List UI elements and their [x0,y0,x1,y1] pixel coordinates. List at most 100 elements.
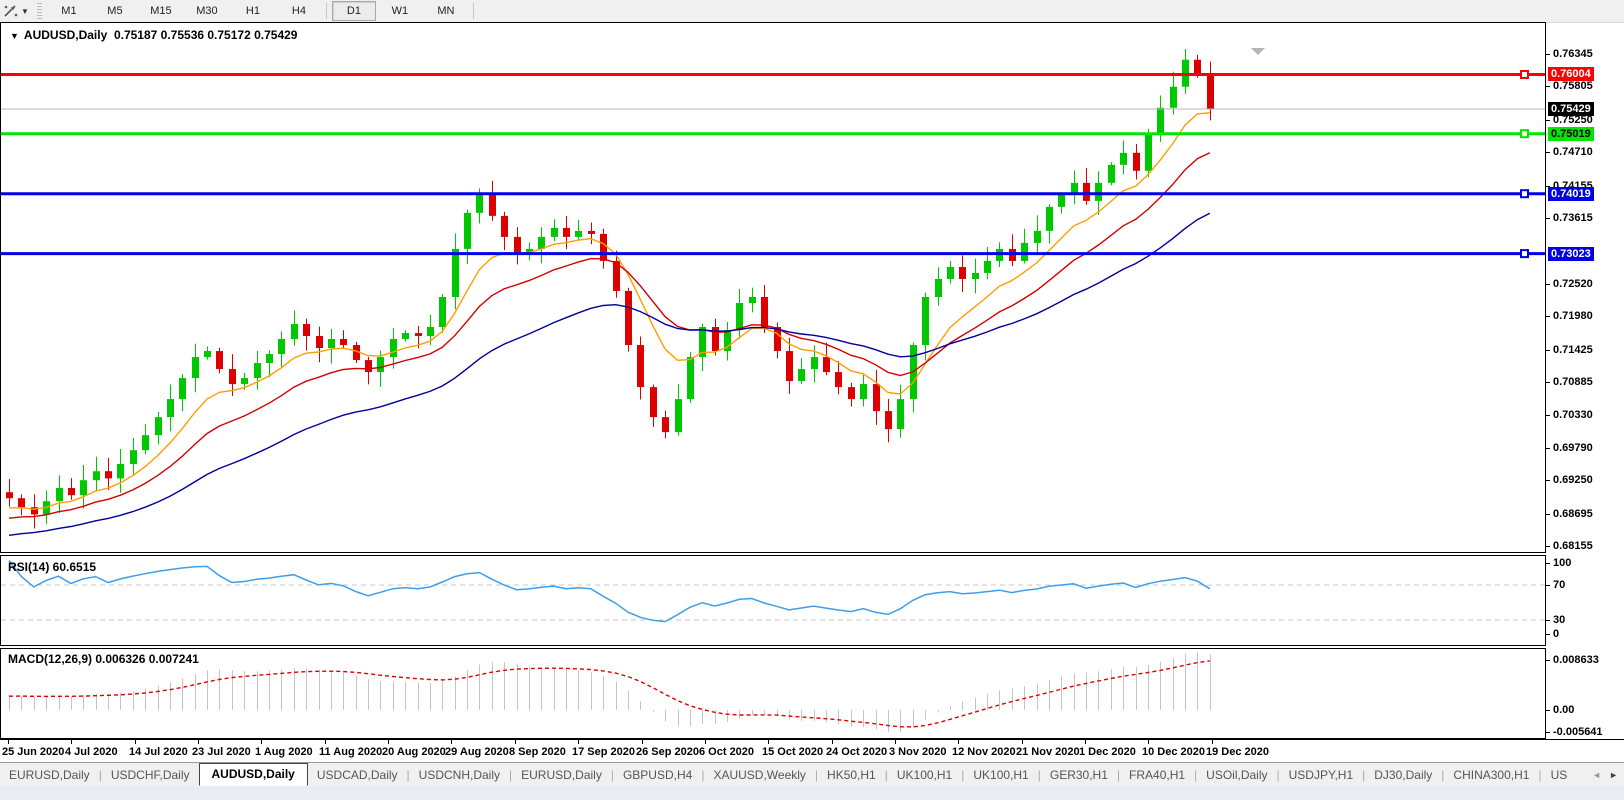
date-tick-mark [451,740,452,744]
price-tick-0.68155: 0.68155 [1553,540,1593,552]
chart-tab-china300-h1[interactable]: CHINA300,H1 [1453,768,1530,782]
tab-scroll-right-icon[interactable]: ► [1609,770,1618,780]
date-tick-mark [135,740,136,744]
tab-scroll-left-icon[interactable]: ◄ [1592,770,1602,780]
chart-tab-usdcad-daily[interactable]: USDCAD,Daily [316,768,398,782]
chart-tab-usoil-daily[interactable]: USOil,Daily [1206,768,1268,782]
date-tick-mark [325,740,326,744]
chart-tab-gbpusd-h4[interactable]: GBPUSD,H4 [622,768,693,782]
price-badge-0.75429: 0.75429 [1548,102,1594,116]
chart-tab-dj30-daily[interactable]: DJ30,Daily [1374,768,1433,782]
axis-tick-mark [1546,86,1550,87]
timeframe-button-m1[interactable]: M1 [61,5,77,17]
axis-tick-mark [1546,54,1550,55]
timeframe-button-w1[interactable]: W1 [391,5,409,17]
price-badge-0.74019: 0.74019 [1548,187,1594,201]
chart-tab-uk100-h1[interactable]: UK100,H1 [896,768,953,782]
level-handle-icon[interactable] [1520,189,1529,199]
moving-average-slow [8,212,1211,536]
tab-divider: | [1276,768,1280,782]
date-label: 6 Oct 2020 [699,746,755,758]
macd-label: MACD(12,26,9) 0.006326 0.007241 [8,652,199,666]
axis-tick-mark [1546,350,1550,351]
timeframe-toolbar: ▼ M1 M5 M15 M30 H1 H4 D1 W1 MN [0,0,1624,23]
timeframe-button-mn[interactable]: MN [437,5,455,17]
chart-tab-us[interactable]: US [1550,768,1568,782]
moving-average-fast [8,112,1210,510]
chart-tab-usdchf-daily[interactable]: USDCHF,Daily [110,768,190,782]
tab-divider: | [610,768,614,782]
chart-tool-icon[interactable] [2,3,20,19]
level-handle-icon[interactable] [1520,249,1529,259]
chart-tab-usdjpy-h1[interactable]: USDJPY,H1 [1288,768,1354,782]
tab-divider: | [1538,768,1542,782]
chart-tab-ger30-h1[interactable]: GER30,H1 [1049,768,1108,782]
date-tick-mark [1022,740,1023,744]
date-tick-mark [1085,740,1086,744]
price-badge-0.73023: 0.73023 [1548,247,1594,261]
chart-tab-eurusd-daily[interactable]: EURUSD,Daily [521,768,602,782]
timeframe-button-d1[interactable]: D1 [331,1,376,21]
axis-tick-mark [1546,546,1550,547]
date-tick-mark [8,740,9,744]
date-label: 21 Nov 2020 [1016,746,1080,758]
price-tick-0.75805: 0.75805 [1553,80,1593,92]
timeframe-button-m30[interactable]: M30 [196,5,218,17]
chart-tab-usdcnh-daily[interactable]: USDCNH,Daily [418,768,501,782]
price-tick-0.76345: 0.76345 [1553,48,1593,60]
date-label: 24 Oct 2020 [826,746,888,758]
macd-tick--0.005641: -0.005641 [1553,726,1603,738]
level-handle-icon[interactable] [1520,70,1529,79]
macd-tick-0.00: 0.00 [1553,704,1575,716]
rsi-tick-70: 70 [1553,579,1566,591]
axis-tick-mark [1546,585,1550,586]
rsi-tick-100: 100 [1553,557,1572,569]
price-badge-0.75019: 0.75019 [1548,127,1594,141]
timeframe-button-h4[interactable]: H4 [291,5,306,17]
axis-tick-mark [1546,634,1550,635]
date-tick-mark [958,740,959,744]
tab-divider: | [1362,768,1366,782]
date-tick-mark [198,740,199,744]
price-tick-0.75250: 0.75250 [1553,114,1593,126]
axis-tick-mark [1546,563,1550,564]
tab-divider: | [701,768,705,782]
axis-tick-mark [1546,316,1550,317]
tab-divider: | [1037,768,1041,782]
tab-divider: | [961,768,965,782]
axis-tick-mark [1546,415,1550,416]
toolbar-separator [325,3,327,19]
rsi-tick-0: 0 [1553,628,1560,640]
chart-tab-bar: EURUSD,Daily | USDCHF,Daily AUDUSD,Daily USD… [0,762,1624,787]
rsi-tick-30: 30 [1553,614,1566,626]
status-strip [0,786,1624,800]
axis-tick-mark [1546,448,1550,449]
price-tick-0.70330: 0.70330 [1553,409,1593,421]
tab-divider: | [406,768,410,782]
date-tick-mark [832,740,833,744]
date-label: 11 Aug 2020 [319,746,383,758]
price-tick-0.72520: 0.72520 [1553,278,1593,290]
chart-tab-eurusd-daily[interactable]: EURUSD,Daily [9,768,90,782]
date-tick-mark [578,740,579,744]
collapse-arrow-icon[interactable]: ▼ [10,31,19,41]
chart-shift-marker-icon[interactable] [1251,48,1265,55]
chart-tab-hk50-h1[interactable]: HK50,H1 [827,768,876,782]
chart-tab-uk100-h1[interactable]: UK100,H1 [973,768,1029,782]
price-tick-0.69250: 0.69250 [1553,474,1593,486]
timeframe-button-h1[interactable]: H1 [245,5,260,17]
date-tick-mark [705,740,706,744]
timeframe-button-m15[interactable]: M15 [150,5,172,17]
level-handle-icon[interactable] [1520,129,1529,139]
chart-tab-xauusd-weekly[interactable]: XAUUSD,Weekly [713,768,806,782]
toolbar-separator [472,3,474,19]
axis-tick-mark [1546,732,1550,733]
timeframe-button-m5[interactable]: M5 [107,5,123,17]
chart-tab-fra40-h1[interactable]: FRA40,H1 [1129,768,1186,782]
chart-tab-audusd-daily[interactable]: AUDUSD,Daily [198,763,308,786]
date-tick-mark [261,740,262,744]
date-label: 3 Nov 2020 [889,746,947,758]
toolbar-grip-handle[interactable] [36,3,42,19]
chevron-down-icon[interactable]: ▼ [21,6,29,16]
price-tick-0.70885: 0.70885 [1553,376,1593,388]
